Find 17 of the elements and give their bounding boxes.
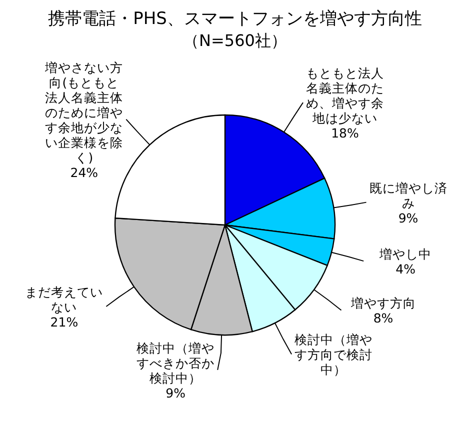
- slice-label: もともと法人名義主体のため、増やす余地は少ない: [306, 66, 384, 126]
- slice-label: 検討中（増やすべきか否か検討中）: [136, 340, 215, 386]
- slice-label: 既に増やし済み: [369, 180, 448, 210]
- data-label: 9%: [398, 210, 418, 226]
- data-label: 24%: [70, 164, 98, 180]
- data-label: 21%: [50, 314, 78, 330]
- data-label: 18%: [331, 126, 360, 141]
- slice-label: 増やす方向: [350, 296, 416, 311]
- data-label: 4%: [396, 262, 416, 277]
- chart-title: 携帯電話・PHS、スマートフォンを増やす方向性: [48, 9, 422, 29]
- data-label: 9%: [166, 385, 186, 400]
- slice-label: まだ考えていない: [25, 284, 104, 314]
- legend-label: 増やし中: [378, 246, 432, 262]
- slice-label: 増やさない方向(もともと法人名義主体のために増やす余地が少ない企業様を除く): [44, 60, 124, 165]
- data-label: 8%: [373, 310, 394, 326]
- slice-label: 検討中（増やす方向で検討中）: [294, 332, 373, 378]
- chart-subtitle: （N=560社）: [183, 31, 287, 50]
